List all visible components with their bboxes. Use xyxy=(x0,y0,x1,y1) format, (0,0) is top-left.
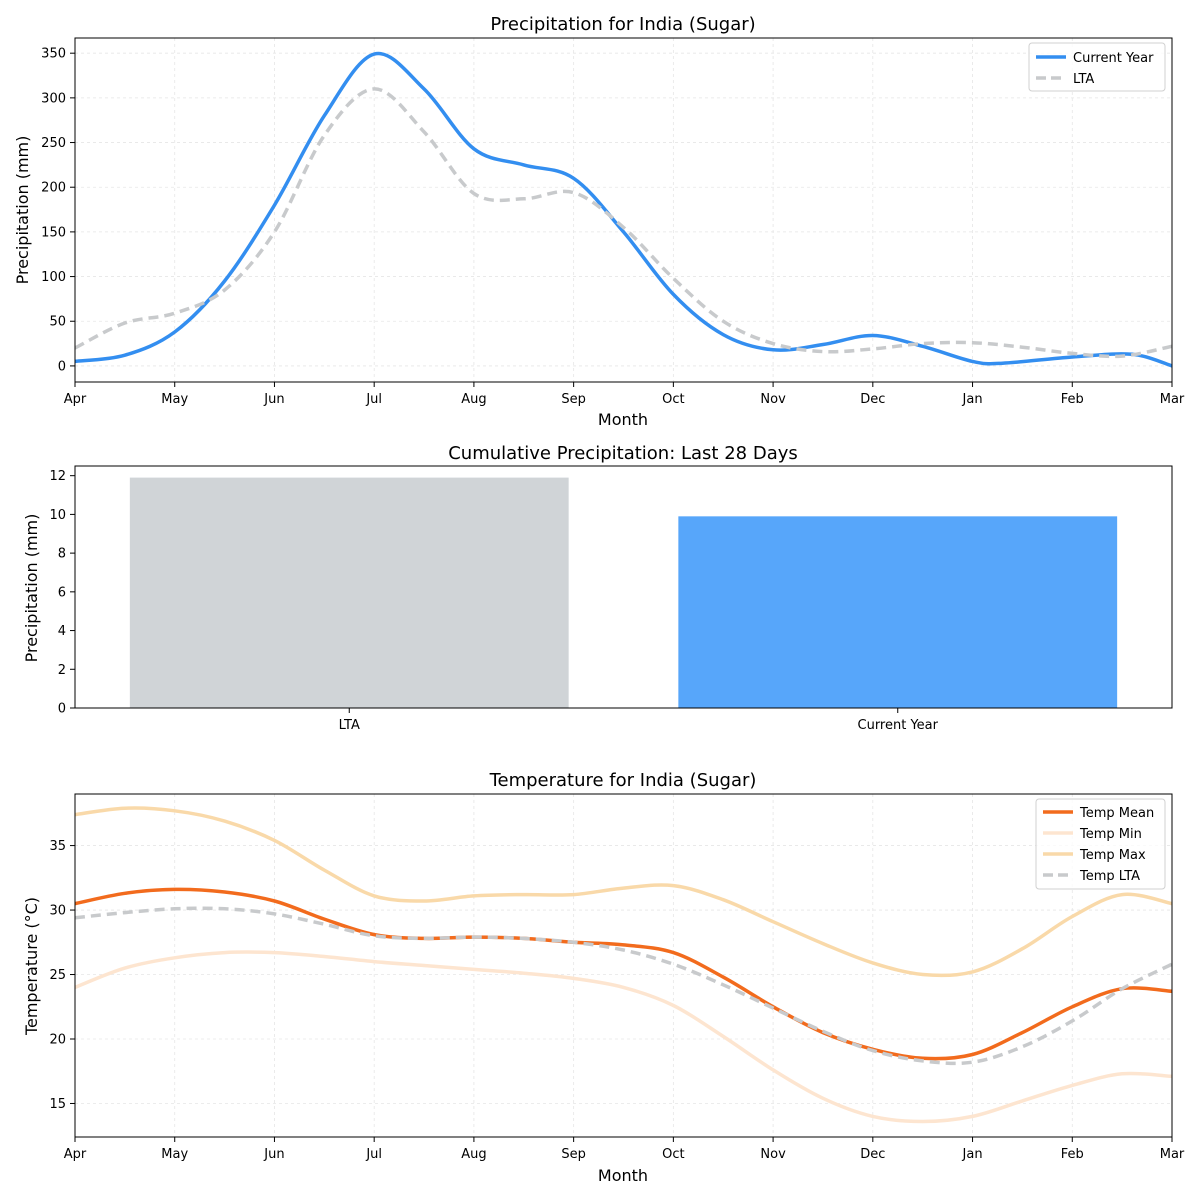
temp-series-temp-mean xyxy=(75,887,1172,1061)
temperature-legend-box xyxy=(1035,798,1166,890)
precipitation-plot-frame xyxy=(74,37,1173,383)
temp-y-tick-25: 25 xyxy=(49,968,66,983)
temp-x-tick-aug: Aug xyxy=(461,1147,486,1162)
legend-label-temp-max: Temp Max xyxy=(1079,848,1146,863)
cumulative-x-tick-lta: LTA xyxy=(339,718,360,733)
legend-label-temp-mean: Temp Mean xyxy=(1079,806,1154,821)
temperature-plot-frame xyxy=(74,793,1173,1138)
precip-y-tick-50: 50 xyxy=(49,315,66,330)
temp-x-tick-sep: Sep xyxy=(561,1147,586,1162)
temp-x-tick-feb: Feb xyxy=(1061,1147,1084,1162)
precip-y-tick-100: 100 xyxy=(41,270,66,285)
cumulative-precipitation-chart: Cumulative Precipitation: Last 28 Days L… xyxy=(22,443,1173,733)
cumulative-y-tick-4: 4 xyxy=(58,624,66,639)
precip-x-tick-sep: Sep xyxy=(561,392,586,407)
temperature-chart: Temperature for India (Sugar) Apr May Jun J… xyxy=(22,770,1185,1185)
precip-series-lta xyxy=(75,87,1172,359)
precip-x-tick-oct: Oct xyxy=(662,392,684,407)
precip-y-tick-0: 0 xyxy=(58,359,66,374)
temp-x-tick-oct: Oct xyxy=(662,1147,684,1162)
precip-y-tick-300: 300 xyxy=(41,91,66,106)
cumulative-y-axis-label: Precipitation (mm) xyxy=(22,514,41,663)
temp-x-tick-jun: Jun xyxy=(263,1147,284,1162)
legend-label-current-year: Current Year xyxy=(1073,51,1154,66)
temp-y-tick-30: 30 xyxy=(49,904,66,919)
precip-y-tick-200: 200 xyxy=(41,181,66,196)
precip-x-tick-dec: Dec xyxy=(860,392,885,407)
temp-y-tick-35: 35 xyxy=(49,839,66,854)
temp-x-tick-apr: Apr xyxy=(64,1147,87,1162)
cumulative-y-tick-2: 2 xyxy=(58,663,66,678)
temp-x-tick-nov: Nov xyxy=(760,1147,786,1162)
precip-x-tick-feb: Feb xyxy=(1061,392,1084,407)
precipitation-x-axis-label: Month xyxy=(598,410,648,429)
cumulative-y-tick-10: 10 xyxy=(49,508,66,523)
precip-y-tick-250: 250 xyxy=(41,136,66,151)
temp-y-tick-15: 15 xyxy=(49,1097,66,1112)
precipitation-legend: Current Year LTA xyxy=(1028,42,1166,92)
cumulative-y-tick-8: 8 xyxy=(58,547,66,562)
precip-x-tick-jan: Jan xyxy=(962,392,983,407)
temp-x-tick-dec: Dec xyxy=(860,1147,885,1162)
legend-label-lta: LTA xyxy=(1073,72,1094,87)
temp-x-tick-jul: Jul xyxy=(365,1147,382,1162)
precip-x-tick-mar: Mar xyxy=(1160,392,1185,407)
cumulative-chart-title: Cumulative Precipitation: Last 28 Days xyxy=(448,443,798,464)
precip-y-tick-350: 350 xyxy=(41,47,66,62)
precipitation-chart: Precipitation for India (Sugar) Apr May Ju… xyxy=(13,14,1185,429)
temp-series-temp-lta xyxy=(75,906,1172,1066)
temp-series-temp-min xyxy=(75,950,1172,1124)
precipitation-legend-box xyxy=(1028,42,1166,92)
temperature-legend: Temp Mean Temp Min Temp Max Temp LTA xyxy=(1035,798,1166,890)
precip-x-tick-aug: Aug xyxy=(461,392,486,407)
precipitation-y-axis-label: Precipitation (mm) xyxy=(13,136,32,285)
temperature-x-axis-label: Month xyxy=(598,1166,648,1185)
temp-y-tick-20: 20 xyxy=(49,1033,66,1048)
temp-series-temp-max xyxy=(75,806,1172,978)
legend-label-temp-lta: Temp LTA xyxy=(1079,869,1140,884)
temp-x-tick-may: May xyxy=(161,1147,188,1162)
precip-x-tick-jun: Jun xyxy=(263,392,284,407)
precip-x-tick-jul: Jul xyxy=(365,392,382,407)
legend-label-temp-min: Temp Min xyxy=(1079,827,1142,842)
precipitation-chart-title: Precipitation for India (Sugar) xyxy=(490,14,755,35)
temperature-y-axis-label: Temperature (°C) xyxy=(22,897,41,1036)
precip-x-tick-apr: Apr xyxy=(64,392,87,407)
precip-y-tick-150: 150 xyxy=(41,225,66,240)
bar-current-year xyxy=(678,516,1118,708)
temperature-chart-title: Temperature for India (Sugar) xyxy=(489,770,757,791)
bar-lta xyxy=(129,477,569,708)
temp-x-tick-jan: Jan xyxy=(962,1147,983,1162)
precip-x-tick-may: May xyxy=(161,392,188,407)
temp-x-tick-mar: Mar xyxy=(1160,1147,1185,1162)
cumulative-y-tick-0: 0 xyxy=(58,702,66,717)
cumulative-y-tick-12: 12 xyxy=(49,469,66,484)
precip-x-tick-nov: Nov xyxy=(760,392,786,407)
cumulative-y-tick-6: 6 xyxy=(58,585,66,600)
cumulative-x-tick-current-year: Current Year xyxy=(858,718,939,733)
cumulative-plot-frame xyxy=(74,465,1173,709)
